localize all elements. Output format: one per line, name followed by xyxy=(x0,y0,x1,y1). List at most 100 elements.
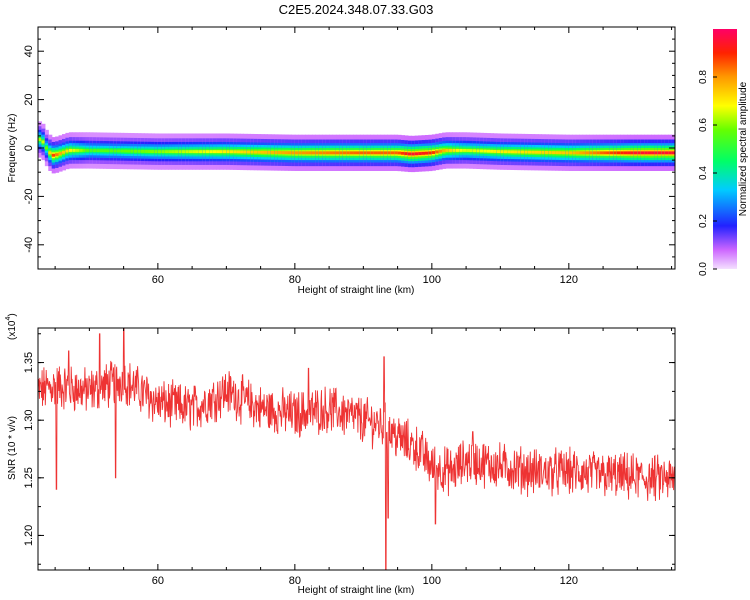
heatmap-cell xyxy=(277,151,282,155)
colorbar-tick-label: 0.6 xyxy=(698,118,709,132)
heatmap-cell xyxy=(325,151,330,155)
heatmap-cell xyxy=(246,150,251,154)
heatmap-cell xyxy=(209,150,214,154)
heatmap-cell xyxy=(315,151,320,155)
heatmap-cell xyxy=(260,150,265,154)
heatmap-cell xyxy=(551,151,556,155)
heatmap-cell xyxy=(568,151,573,155)
snr-panel: 60 80 100 120 1.35 1.30 1.25 1.20 Height of st… xyxy=(5,313,676,596)
heatmap-cell xyxy=(644,151,649,155)
heatmap-cell xyxy=(346,151,351,155)
snr-x-label: Height of straight line (km) xyxy=(298,585,415,596)
heatmap-cell xyxy=(671,151,675,155)
heatmap-cell xyxy=(216,150,221,154)
heatmap-cell xyxy=(270,150,275,154)
y-tick-label: -40 xyxy=(23,237,35,253)
heatmap-cell xyxy=(517,150,522,154)
heatmap-cell xyxy=(106,149,111,153)
heatmap-cell xyxy=(651,151,656,155)
spectral-ridge xyxy=(38,121,675,174)
heatmap-cell xyxy=(82,148,87,152)
heatmap-cell xyxy=(96,149,101,153)
x-tick-label: 120 xyxy=(560,274,578,286)
heatmap-cell xyxy=(181,150,186,154)
heatmap-cell xyxy=(243,150,248,154)
heatmap-cell xyxy=(171,150,176,154)
heatmap-cell xyxy=(616,151,621,155)
heatmap-cell xyxy=(596,151,601,155)
heatmap-cell xyxy=(476,149,481,153)
x-tick-label: 100 xyxy=(423,274,441,286)
heatmap-cell xyxy=(544,150,549,154)
y-tick-label: 0 xyxy=(23,145,35,151)
heatmap-cell xyxy=(589,151,594,155)
heatmap-cell xyxy=(428,151,433,155)
heatmap-cell xyxy=(120,149,125,153)
heatmap-cell xyxy=(623,151,628,155)
heatmap-cell xyxy=(109,149,114,153)
spectrogram-y-label: Frequency (Hz) xyxy=(7,114,18,183)
heatmap-cell xyxy=(168,150,173,154)
heatmap-cell xyxy=(435,150,440,154)
heatmap-cell xyxy=(538,150,543,154)
heatmap-cell xyxy=(85,148,90,152)
heatmap-cell xyxy=(178,150,183,154)
heatmap-cell xyxy=(445,148,450,152)
heatmap-cell xyxy=(130,149,135,153)
heatmap-cell xyxy=(455,148,460,152)
heatmap-cell xyxy=(462,148,467,152)
heatmap-cell xyxy=(424,151,430,155)
heatmap-cell xyxy=(579,151,584,155)
heatmap-cell xyxy=(284,151,289,155)
heatmap-cell xyxy=(483,149,488,153)
heatmap-cell xyxy=(291,151,296,155)
heatmap-cell xyxy=(58,151,63,155)
snr-y-axis: 1.35 1.30 1.25 1.20 xyxy=(23,333,675,565)
heatmap-cell xyxy=(599,151,604,155)
x-tick-label: 120 xyxy=(560,575,578,587)
heatmap-cell xyxy=(349,151,354,155)
heatmap-cell xyxy=(431,151,436,154)
colorbar-tick-label: 0.4 xyxy=(698,166,709,180)
colorbar-ticks: 0.0 0.2 0.4 0.6 0.8 xyxy=(698,70,717,276)
heatmap-cell xyxy=(561,151,567,155)
heatmap-cell xyxy=(267,150,272,154)
heatmap-cell xyxy=(72,148,77,152)
snr-x-axis: 60 80 100 120 xyxy=(54,328,673,587)
colorbar-label: Normalized spectral amplitude xyxy=(738,81,749,216)
heatmap-cell xyxy=(407,152,412,156)
heatmap-cell xyxy=(137,149,142,153)
heatmap-cell xyxy=(507,150,512,154)
spectrogram-panel: 60 80 100 120 40 20 0 -20 -40 Height of straigh… xyxy=(7,26,676,296)
svg-text:(x104): (x104) xyxy=(5,313,18,340)
heatmap-cell xyxy=(363,151,368,155)
heatmap-cell xyxy=(661,151,666,155)
heatmap-cell xyxy=(339,151,344,155)
heatmap-cell xyxy=(448,148,453,152)
heatmap-cell xyxy=(493,149,498,153)
heatmap-cell xyxy=(514,150,519,154)
x-tick-label: 100 xyxy=(423,575,441,587)
heatmap-cell xyxy=(383,151,388,155)
heatmap-cell xyxy=(198,150,203,154)
heatmap-cell xyxy=(459,148,464,152)
heatmap-cell xyxy=(65,149,70,153)
heatmap-cell xyxy=(377,151,382,155)
heatmap-cell xyxy=(373,151,378,155)
heatmap-cell xyxy=(401,151,406,155)
heatmap-cell xyxy=(452,148,457,152)
heatmap-cell xyxy=(524,150,529,154)
heatmap-cell xyxy=(633,151,638,155)
heatmap-cell xyxy=(288,151,293,155)
heatmap-cell xyxy=(202,150,207,154)
y-tick-label: 1.25 xyxy=(23,467,35,488)
heatmap-cell xyxy=(38,138,43,141)
heatmap-cell xyxy=(387,151,392,155)
heatmap-cell xyxy=(195,150,200,154)
heatmap-cell xyxy=(503,150,508,154)
heatmap-cell xyxy=(609,151,614,155)
snr-scale-factor: (x104) xyxy=(5,313,18,340)
heatmap-cell xyxy=(380,151,385,155)
heatmap-cell xyxy=(89,148,94,152)
heatmap-cell xyxy=(113,149,118,153)
